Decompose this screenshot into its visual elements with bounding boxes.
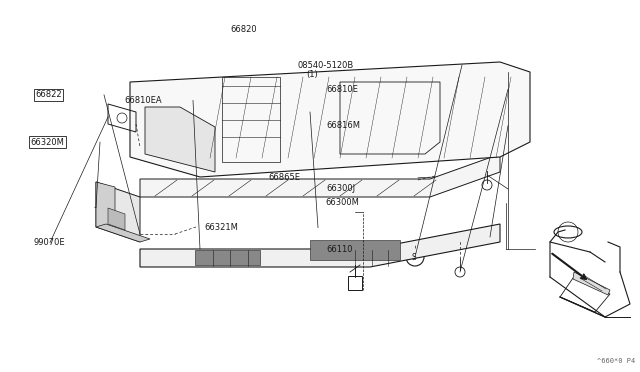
- Polygon shape: [96, 224, 150, 242]
- Text: 66110: 66110: [326, 245, 353, 254]
- Text: 66321M: 66321M: [205, 223, 239, 232]
- Text: 66300J: 66300J: [326, 185, 356, 193]
- Text: 66810E: 66810E: [326, 85, 358, 94]
- Polygon shape: [96, 182, 140, 242]
- Polygon shape: [310, 240, 400, 260]
- Polygon shape: [195, 250, 260, 265]
- Text: 66320M: 66320M: [31, 138, 65, 147]
- Polygon shape: [130, 62, 530, 177]
- Text: 08540-5120B: 08540-5120B: [298, 61, 354, 70]
- Text: 99070E: 99070E: [33, 238, 65, 247]
- Circle shape: [482, 180, 492, 190]
- Polygon shape: [96, 182, 115, 232]
- Polygon shape: [108, 208, 125, 230]
- Text: 66865E: 66865E: [269, 173, 301, 182]
- Polygon shape: [140, 224, 500, 267]
- Text: 66810EA: 66810EA: [125, 96, 163, 105]
- Text: 66820: 66820: [230, 25, 257, 34]
- Text: (1): (1): [306, 70, 317, 79]
- Polygon shape: [145, 107, 215, 172]
- Text: 66822: 66822: [35, 90, 62, 99]
- Polygon shape: [140, 154, 500, 197]
- Text: ^660*0 P4: ^660*0 P4: [596, 358, 635, 364]
- Text: 66816M: 66816M: [326, 121, 360, 130]
- Text: 66300M: 66300M: [325, 198, 359, 207]
- Text: S: S: [412, 253, 417, 262]
- Polygon shape: [573, 272, 610, 295]
